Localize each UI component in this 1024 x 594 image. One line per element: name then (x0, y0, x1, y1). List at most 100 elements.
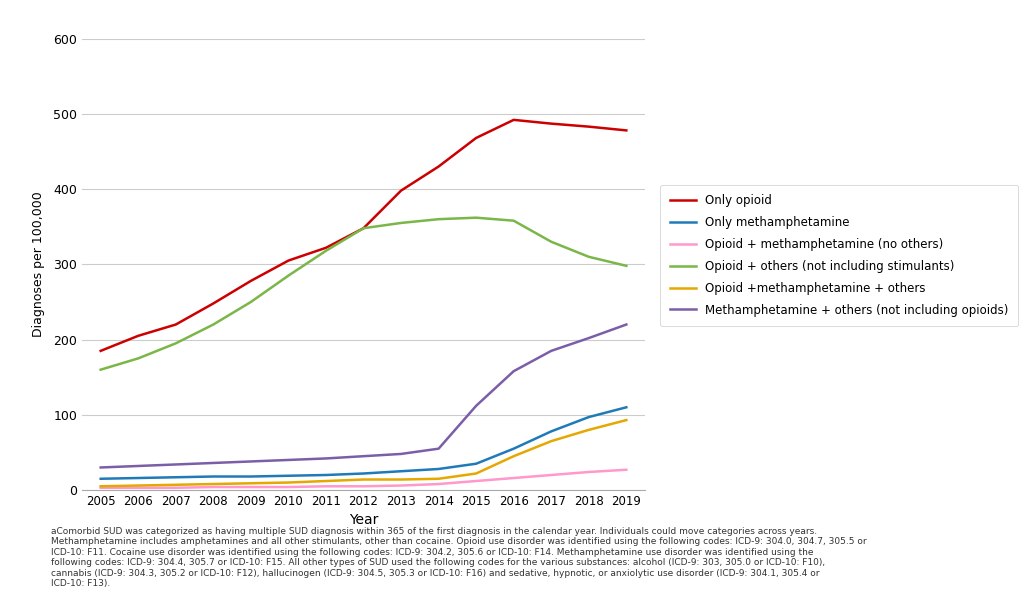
Only methamphetamine (132, 475, 144, 482)
Only opioid (132, 332, 144, 339)
Opioid + methamphetamine (no others) (470, 478, 482, 485)
Only methamphetamine (207, 473, 219, 480)
Line: Only opioid: Only opioid (100, 120, 627, 351)
Opioid + others (not including stimulants) (470, 214, 482, 221)
Opioid +methamphetamine + others (319, 478, 332, 485)
Opioid + methamphetamine (no others) (545, 472, 557, 479)
Only methamphetamine (621, 404, 633, 411)
Opioid +methamphetamine + others (283, 479, 295, 486)
Line: Opioid + others (not including stimulants): Opioid + others (not including stimulant… (100, 217, 627, 369)
Only opioid (395, 187, 408, 194)
Only methamphetamine (470, 460, 482, 467)
Only methamphetamine (545, 428, 557, 435)
Opioid + others (not including stimulants) (621, 263, 633, 270)
Methamphetamine + others (not including opioids) (170, 461, 182, 468)
Opioid + methamphetamine (no others) (170, 484, 182, 491)
Line: Only methamphetamine: Only methamphetamine (100, 407, 627, 479)
Methamphetamine + others (not including opioids) (319, 455, 332, 462)
Only opioid (432, 163, 444, 170)
Opioid + others (not including stimulants) (170, 340, 182, 347)
Opioid + others (not including stimulants) (132, 355, 144, 362)
Opioid + others (not including stimulants) (583, 253, 595, 260)
Opioid + others (not including stimulants) (207, 321, 219, 328)
Opioid + methamphetamine (no others) (583, 469, 595, 476)
Methamphetamine + others (not including opioids) (207, 459, 219, 466)
Only methamphetamine (170, 473, 182, 481)
Opioid + methamphetamine (no others) (395, 482, 408, 489)
Only opioid (319, 244, 332, 251)
Opioid + others (not including stimulants) (432, 216, 444, 223)
Only methamphetamine (283, 472, 295, 479)
Opioid + methamphetamine (no others) (132, 484, 144, 491)
Methamphetamine + others (not including opioids) (470, 402, 482, 409)
Text: aComorbid SUD was categorized as having multiple SUD diagnosis within 365 of the: aComorbid SUD was categorized as having … (51, 527, 867, 588)
Only methamphetamine (245, 473, 257, 480)
Opioid + methamphetamine (no others) (357, 483, 370, 490)
Only opioid (508, 116, 520, 124)
Opioid + others (not including stimulants) (545, 238, 557, 245)
Opioid + others (not including stimulants) (395, 219, 408, 226)
Opioid + others (not including stimulants) (94, 366, 106, 373)
Only opioid (207, 300, 219, 307)
Opioid +methamphetamine + others (621, 416, 633, 424)
Line: Opioid + methamphetamine (no others): Opioid + methamphetamine (no others) (100, 470, 627, 488)
Opioid + methamphetamine (no others) (432, 481, 444, 488)
Only opioid (545, 120, 557, 127)
Opioid + methamphetamine (no others) (245, 484, 257, 491)
Only methamphetamine (583, 413, 595, 421)
Opioid +methamphetamine + others (470, 470, 482, 477)
Methamphetamine + others (not including opioids) (508, 368, 520, 375)
Methamphetamine + others (not including opioids) (583, 334, 595, 342)
Y-axis label: Diagnoses per 100,000: Diagnoses per 100,000 (32, 191, 45, 337)
Line: Opioid +methamphetamine + others: Opioid +methamphetamine + others (100, 420, 627, 486)
Opioid +methamphetamine + others (357, 476, 370, 483)
Only opioid (357, 225, 370, 232)
Opioid +methamphetamine + others (94, 483, 106, 490)
Opioid +methamphetamine + others (432, 475, 444, 482)
Opioid + methamphetamine (no others) (94, 484, 106, 491)
Opioid +methamphetamine + others (245, 480, 257, 487)
Only methamphetamine (432, 466, 444, 473)
Only opioid (94, 347, 106, 355)
Only opioid (245, 277, 257, 285)
Only methamphetamine (319, 472, 332, 479)
Opioid +methamphetamine + others (545, 438, 557, 445)
Only opioid (583, 123, 595, 130)
Only methamphetamine (395, 467, 408, 475)
Only opioid (621, 127, 633, 134)
Opioid + others (not including stimulants) (319, 247, 332, 254)
Legend: Only opioid, Only methamphetamine, Opioid + methamphetamine (no others), Opioid : Only opioid, Only methamphetamine, Opioi… (660, 185, 1018, 326)
Only opioid (470, 134, 482, 141)
Opioid +methamphetamine + others (207, 481, 219, 488)
Methamphetamine + others (not including opioids) (245, 458, 257, 465)
Opioid + methamphetamine (no others) (508, 475, 520, 482)
Methamphetamine + others (not including opioids) (432, 445, 444, 452)
Opioid + methamphetamine (no others) (621, 466, 633, 473)
Only opioid (283, 257, 295, 264)
Methamphetamine + others (not including opioids) (94, 464, 106, 471)
Only opioid (170, 321, 182, 328)
Opioid +methamphetamine + others (170, 481, 182, 488)
Opioid + others (not including stimulants) (357, 225, 370, 232)
Opioid + methamphetamine (no others) (283, 484, 295, 491)
X-axis label: Year: Year (349, 513, 378, 527)
Methamphetamine + others (not including opioids) (357, 453, 370, 460)
Opioid + others (not including stimulants) (283, 272, 295, 279)
Only methamphetamine (508, 445, 520, 452)
Only methamphetamine (94, 475, 106, 482)
Opioid +methamphetamine + others (132, 482, 144, 489)
Line: Methamphetamine + others (not including opioids): Methamphetamine + others (not including … (100, 324, 627, 467)
Opioid + others (not including stimulants) (245, 298, 257, 305)
Opioid + others (not including stimulants) (508, 217, 520, 225)
Opioid +methamphetamine + others (395, 476, 408, 483)
Opioid + methamphetamine (no others) (319, 483, 332, 490)
Opioid + methamphetamine (no others) (207, 484, 219, 491)
Opioid +methamphetamine + others (508, 453, 520, 460)
Methamphetamine + others (not including opioids) (545, 347, 557, 355)
Methamphetamine + others (not including opioids) (621, 321, 633, 328)
Methamphetamine + others (not including opioids) (395, 450, 408, 457)
Methamphetamine + others (not including opioids) (283, 456, 295, 463)
Methamphetamine + others (not including opioids) (132, 462, 144, 469)
Only methamphetamine (357, 470, 370, 477)
Opioid +methamphetamine + others (583, 426, 595, 434)
